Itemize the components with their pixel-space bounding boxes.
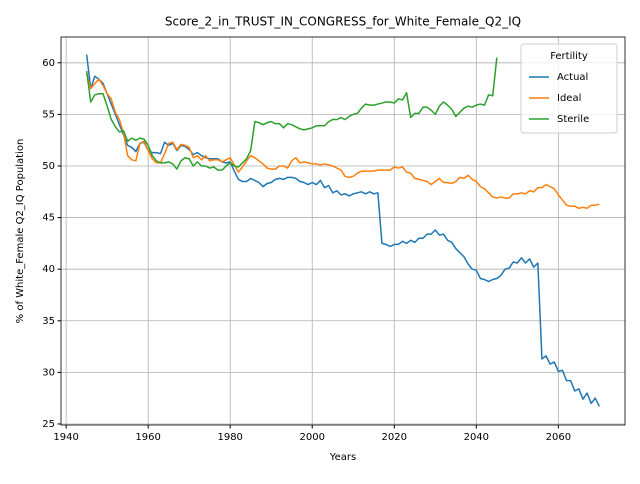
y-tick-label: 40 [42,264,55,275]
x-tick-label: 1980 [217,432,242,443]
x-tick-label: 2000 [300,432,325,443]
y-tick-label: 55 [42,109,55,120]
data-line [85,72,600,210]
y-tick-label: 45 [42,213,55,224]
chart-title: Score_2_in_TRUST_IN_CONGRESS_for_White_F… [165,15,521,29]
data-line [85,54,601,407]
y-tick-label: 25 [42,419,55,430]
y-tick-label: 30 [42,367,55,378]
y-tick-label: 50 [42,161,55,172]
y-tick-label: 60 [42,58,55,69]
legend-label: Sterile [557,114,589,125]
y-tick-label: 35 [42,316,55,327]
plot-frame [60,36,626,426]
x-tick-label: 2040 [464,432,489,443]
x-tick-label: 1960 [135,432,160,443]
legend-label: Actual [557,72,588,83]
data-line [85,57,498,171]
x-tick-label: 1940 [53,432,78,443]
legend-box [520,43,618,134]
legend-label: Ideal [557,93,581,104]
legend-title: Fertility [550,51,588,62]
x-tick-label: 2020 [382,432,407,443]
x-tick-label: 2060 [546,432,571,443]
x-axis-label: Years [329,452,356,463]
y-axis-label: % of White_Female Q2_IQ Population [15,139,26,324]
